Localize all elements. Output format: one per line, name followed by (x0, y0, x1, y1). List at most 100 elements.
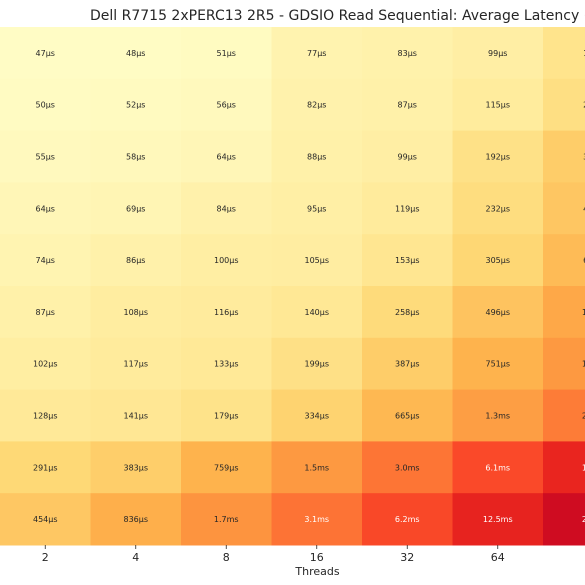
x-tick-label: 32 (400, 551, 414, 564)
cell-value-label: 56µs (217, 101, 236, 110)
heatmap-cell (90, 286, 182, 339)
cell-value-label: 87µs (36, 308, 55, 317)
heatmap-cell (181, 182, 272, 235)
cell-value-label: 100µs (214, 256, 239, 265)
heatmap-cell (271, 234, 363, 287)
cell-value-label: 21 (583, 101, 585, 110)
x-tick-label: 4 (132, 551, 139, 564)
heatmap-cell (181, 286, 272, 339)
heatmap-cell (90, 130, 182, 183)
x-tick-label: 2 (42, 551, 49, 564)
cell-value-label: 759µs (214, 463, 239, 472)
cell-value-label: 1.0 (582, 308, 585, 317)
heatmap-cell (181, 78, 272, 132)
cell-value-label: 6.1ms (485, 463, 510, 472)
cell-value-label: 95µs (307, 204, 326, 213)
cell-value-label: 84µs (217, 204, 236, 213)
heatmap-cell (90, 78, 182, 132)
cell-value-label: 258µs (395, 308, 420, 317)
heatmap-cell (362, 78, 453, 132)
heatmap-cell (543, 493, 585, 546)
cell-value-label: 1.3ms (485, 412, 510, 421)
cell-value-label: 48µs (126, 49, 145, 58)
x-tick-label: 64 (491, 551, 505, 564)
cell-value-label: 64µs (217, 153, 236, 162)
heatmap-cell (181, 130, 272, 183)
heatmap-cell (0, 130, 91, 183)
heatmap-cell (0, 234, 91, 287)
heatmap-cell (452, 286, 544, 339)
heatmap-cell (0, 286, 91, 339)
cell-value-label: 117µs (123, 360, 148, 369)
heatmap-cell (452, 441, 544, 494)
cell-value-label: 64µs (36, 204, 55, 213)
heatmap-cell (181, 337, 272, 391)
cell-value-label: 47µs (36, 49, 55, 58)
cell-value-label: 88µs (307, 153, 326, 162)
cell-value-label: 140µs (304, 308, 329, 317)
cell-value-label: 116µs (214, 308, 239, 317)
cell-value-label: 50µs (36, 101, 55, 110)
heatmap-cell (181, 493, 272, 546)
heatmap-cell (362, 130, 453, 183)
cell-value-label: 1.5 (582, 360, 585, 369)
heatmap-cell (452, 27, 544, 80)
cell-value-label: 179µs (214, 412, 239, 421)
cell-value-label: 3.0ms (395, 463, 420, 472)
heatmap-cell (271, 130, 363, 183)
cell-value-label: 99µs (488, 49, 507, 58)
heatmap-cell (452, 130, 544, 183)
cell-value-label: 334µs (304, 412, 329, 421)
heatmap-cell (362, 182, 453, 235)
heatmap-cell (90, 441, 182, 494)
heatmap-cell (90, 27, 182, 80)
cell-value-label: 61 (583, 256, 585, 265)
heatmap-cell (271, 182, 363, 235)
cell-value-label: 192µs (485, 153, 510, 162)
heatmap-cell (0, 389, 91, 442)
heatmap-cell (90, 182, 182, 235)
cell-value-label: 82µs (307, 101, 326, 110)
heatmap-cell (362, 234, 453, 287)
heatmap-cell (90, 389, 182, 442)
cell-value-label: 105µs (304, 256, 329, 265)
cell-value-label: 25. (582, 515, 585, 524)
heatmap-cell (543, 441, 585, 494)
heatmap-cell (271, 441, 363, 494)
cell-value-label: 83µs (398, 49, 417, 58)
heatmap-cell (452, 389, 544, 442)
cell-value-label: 87µs (398, 101, 417, 110)
heatmap-cell (0, 27, 91, 80)
cell-value-label: 383µs (123, 463, 148, 472)
heatmap-cell (0, 182, 91, 235)
cell-value-label: 74µs (36, 256, 55, 265)
x-tick-label: 8 (223, 551, 230, 564)
heatmap-cell (452, 78, 544, 132)
heatmap-cell (362, 389, 453, 442)
heatmap-cell (271, 78, 363, 132)
heatmap-cell (181, 389, 272, 442)
heatmap-cell (90, 234, 182, 287)
cell-value-label: 751µs (485, 360, 510, 369)
heatmap-cell (0, 337, 91, 391)
heatmap-cell (90, 337, 182, 391)
cell-value-label: 2.7 (582, 412, 585, 421)
cell-value-label: 52µs (126, 101, 145, 110)
heatmap-cell (271, 493, 363, 546)
cell-value-label: 102µs (33, 360, 58, 369)
heatmap-cell (0, 493, 91, 546)
heatmap-cell (90, 493, 182, 546)
cell-value-label: 119µs (395, 204, 420, 213)
heatmap-cell (543, 182, 585, 235)
heatmap-cell (181, 234, 272, 287)
heatmap-cell (362, 337, 453, 391)
heatmap-cell (543, 234, 585, 287)
cell-value-label: 1.7ms (214, 515, 239, 524)
cell-value-label: 665µs (395, 412, 420, 421)
cell-value-label: 12. (582, 463, 585, 472)
cell-value-label: 108µs (123, 308, 148, 317)
heatmap-cell (181, 27, 272, 80)
heatmap-cell (271, 27, 363, 80)
heatmap-cell (362, 27, 453, 80)
